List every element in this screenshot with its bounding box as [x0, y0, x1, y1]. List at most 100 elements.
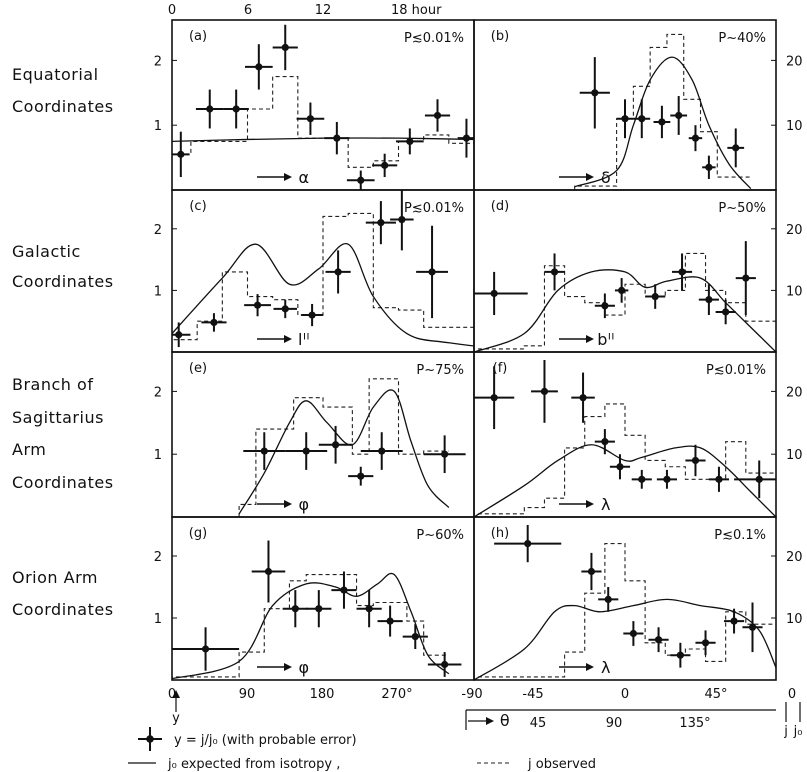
panel-plot-area	[172, 24, 474, 190]
data-point	[306, 590, 332, 628]
data-point	[172, 131, 190, 178]
data-point-marker	[411, 633, 419, 641]
right-marker-j0: j₀	[793, 724, 803, 739]
y-tick-right-0: 10	[786, 448, 803, 463]
data-point	[685, 444, 706, 477]
row-label-2-2: Arm	[12, 440, 46, 459]
panel-letter: (e)	[189, 361, 207, 376]
data-point	[402, 624, 428, 649]
observed-dashed-steps	[172, 574, 449, 680]
p-value-label: P≲0.01%	[706, 363, 766, 378]
bottom-left-tick-3: 270°	[381, 687, 412, 702]
y-tick-right-1: 20	[786, 223, 803, 238]
data-point	[195, 89, 224, 129]
data-point	[325, 250, 351, 294]
data-point	[594, 293, 615, 319]
data-point	[251, 540, 286, 603]
data-point	[727, 128, 745, 168]
data-point	[365, 201, 396, 245]
expected-isotropy-curve	[172, 243, 474, 347]
y-tick-right-0: 10	[786, 284, 803, 299]
data-point	[348, 466, 374, 486]
panel-letter: (f)	[493, 361, 508, 376]
variable-label: δ	[601, 168, 611, 187]
data-point	[390, 190, 414, 251]
data-point	[645, 284, 666, 309]
row-label-2-0: Branch of	[12, 375, 93, 394]
y-tick-right-1: 20	[786, 385, 803, 400]
observed-dashed-steps	[574, 33, 751, 190]
arrowhead-icon	[586, 335, 594, 343]
axes-extra: 0 6 12 18 hour 0 90 180 270° -90 -45 0 45° θ 45 90 135°…	[168, 3, 803, 739]
data-point	[631, 469, 652, 489]
top-axis-tick-0: 0	[168, 3, 176, 18]
bottom-left-tick-2: 180	[310, 687, 335, 702]
y-tick-left-1: 2	[154, 223, 162, 238]
data-point	[356, 590, 382, 628]
y-tick-left-1: 2	[154, 54, 162, 69]
observed-dashed-steps	[238, 378, 449, 517]
right-marker-j: j	[783, 724, 788, 739]
data-point	[609, 454, 631, 480]
data-point	[735, 241, 756, 316]
panel-letter: (h)	[491, 526, 509, 541]
panel-plot-area	[474, 525, 776, 680]
row-label-3-1: Coordinates	[12, 600, 114, 619]
row-label-2-1: Sagittarius	[12, 408, 104, 427]
data-point-marker	[629, 629, 637, 638]
right-marker-zero: 0	[788, 687, 796, 702]
data-point-marker	[579, 394, 587, 402]
variable-label: λ	[601, 658, 611, 677]
p-value-label: P~40%	[718, 31, 766, 46]
panel-letter: (b)	[491, 29, 509, 44]
data-point-marker	[281, 305, 289, 313]
data-point-marker	[281, 43, 289, 52]
data-point	[742, 602, 763, 653]
bottom-left-tick-1: 90	[239, 687, 256, 702]
data-point	[324, 121, 350, 155]
y-marker-label: y	[172, 711, 180, 726]
data-point-marker	[604, 595, 612, 604]
data-point	[427, 652, 462, 677]
data-point	[648, 627, 669, 653]
p-value-label: P≲0.1%	[714, 528, 766, 543]
data-point	[688, 125, 703, 152]
data-point	[623, 621, 644, 646]
data-point	[656, 469, 678, 489]
y-tick-left-0: 1	[154, 284, 162, 299]
data-point	[360, 432, 403, 470]
data-point-marker	[381, 161, 389, 169]
p-value-label: P~60%	[416, 528, 464, 543]
expected-isotropy-curve	[474, 598, 776, 680]
panel-letter: (d)	[491, 199, 509, 214]
data-point-marker	[490, 289, 498, 298]
data-point	[494, 525, 562, 563]
data-point-marker	[177, 150, 185, 158]
data-point-marker	[490, 394, 498, 402]
data-point	[223, 89, 249, 129]
data-point-marker	[232, 105, 240, 113]
row-label-1-0: Galactic	[12, 242, 81, 261]
data-point	[172, 322, 191, 348]
arrowhead-icon	[284, 335, 292, 343]
theta-tick-1: 90	[606, 716, 623, 731]
y-tick-right-1: 20	[786, 54, 803, 69]
p-value-label: P≲0.01%	[404, 201, 464, 216]
row-label-1-1: Coordinates	[12, 272, 114, 291]
data-point	[282, 590, 308, 628]
data-point-marker	[675, 111, 683, 120]
data-point	[423, 435, 466, 474]
data-point-marker	[755, 475, 763, 483]
data-point-marker	[540, 387, 549, 395]
panel-plot-area	[574, 33, 752, 190]
variable-label: λ	[601, 495, 611, 514]
data-point	[331, 571, 357, 609]
data-point-marker	[291, 605, 299, 613]
data-point-marker	[618, 286, 626, 294]
data-point-marker	[705, 163, 713, 171]
panel-b: (b) P~40% δ 10 20	[473, 19, 803, 191]
data-point	[457, 118, 474, 158]
panel-plot-area	[474, 360, 776, 517]
data-point-marker	[651, 292, 659, 301]
data-point-marker	[340, 586, 348, 594]
